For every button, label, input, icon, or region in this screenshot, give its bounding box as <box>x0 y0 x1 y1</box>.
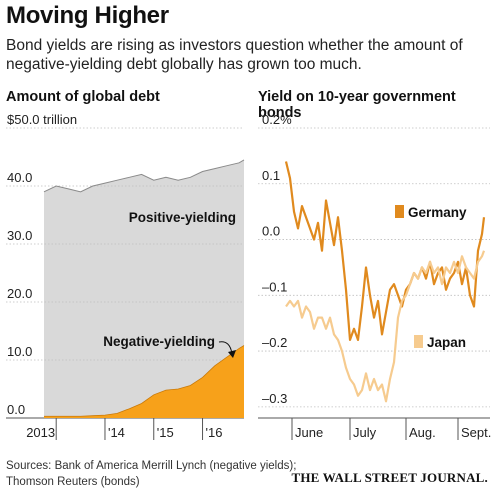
x-tick-label: '15 <box>157 425 174 440</box>
y-tick-label: –0.3 <box>262 391 287 406</box>
source-line-2: Thomson Reuters (bonds) <box>6 476 140 488</box>
germany-legend-swatch <box>395 205 404 218</box>
right-panel-title: Yield on 10-year government bonds <box>258 89 456 121</box>
negative-yielding-edge <box>44 345 245 417</box>
negative-label-arrowhead <box>228 350 236 358</box>
japan-legend-label: Japan <box>427 335 466 350</box>
x-tick-label: '16 <box>206 425 223 440</box>
source-line-1: Sources: Bank of America Merrill Lynch (… <box>6 460 297 472</box>
left-panel-title: Amount of global debt <box>6 89 160 105</box>
chart-title: Moving Higher <box>6 2 169 29</box>
y-tick-label: $50.0 trillion <box>7 112 77 127</box>
y-tick-label: 20.0 <box>7 286 32 301</box>
y-tick-label: 0.0 <box>262 224 280 239</box>
x-tick-label: June <box>295 425 323 440</box>
y-tick-label: 10.0 <box>7 344 32 359</box>
positive-yielding-area <box>44 159 244 418</box>
chart-subtitle: Bond yields are rising as investors ques… <box>6 37 463 73</box>
japan-legend-swatch <box>414 335 423 348</box>
x-tick-label: July <box>353 425 377 440</box>
y-tick-label: –0.1 <box>262 279 287 294</box>
y-tick-label: 40.0 <box>7 170 32 185</box>
y-tick-label: 0.1 <box>262 168 280 183</box>
y-tick-label: –0.2 <box>262 335 287 350</box>
total-debt-line <box>43 159 245 193</box>
negative-yielding-area <box>44 345 244 418</box>
y-tick-label: 0.0 <box>7 402 25 417</box>
germany-legend-label: Germany <box>408 205 467 220</box>
positive-yielding-label: Positive-yielding <box>129 210 236 225</box>
negative-yielding-label: Negative-yielding <box>103 334 215 349</box>
germany-yield-line <box>284 161 486 342</box>
y-tick-label: 30.0 <box>7 228 32 243</box>
japan-yield-line <box>285 250 486 403</box>
brand-logo: THE WALL STREET JOURNAL. <box>291 470 488 485</box>
x-tick-label: '14 <box>108 425 125 440</box>
x-tick-label: 2013 <box>26 425 55 440</box>
source-note: Sources: Bank of America Merrill Lynch (… <box>6 458 296 490</box>
x-tick-label: Sept. <box>461 425 491 440</box>
x-tick-label: Aug. <box>409 425 436 440</box>
y-tick-label: 0.2% <box>262 112 292 127</box>
